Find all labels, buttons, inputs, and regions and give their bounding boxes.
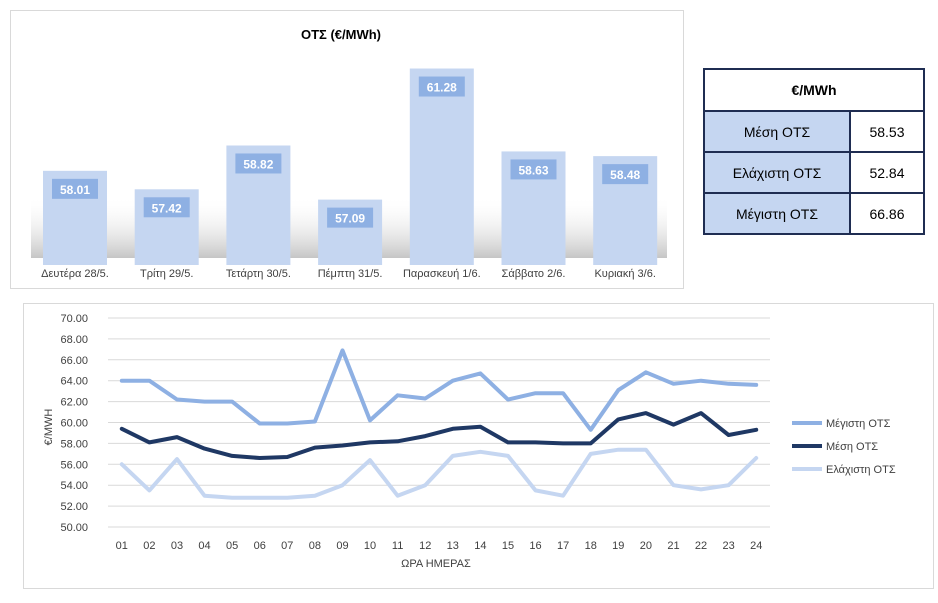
y-tick-label: 66.00	[60, 355, 88, 367]
stats-row-min: Ελάχιστη ΟΤΣ 52.84	[703, 151, 925, 194]
x-tick-label: 08	[309, 540, 321, 552]
bar	[409, 68, 474, 265]
bar-value-label: 58.82	[243, 157, 273, 171]
bar-category-label: Σάββατο 2/6.	[502, 268, 566, 280]
bar-value-label-bg	[143, 197, 190, 218]
chart-title: ΟΤΣ (€/MWh)	[301, 27, 381, 42]
price-stats-table: €/MWh Μέση ΟΤΣ 58.53 Ελάχιστη ΟΤΣ 52.84 …	[703, 68, 925, 235]
y-tick-label: 64.00	[60, 376, 88, 388]
stats-header-row: €/MWh	[703, 68, 925, 112]
x-tick-label: 23	[723, 540, 735, 552]
stats-row-label: Μέγιστη ΟΤΣ	[703, 192, 851, 235]
x-tick-label: 17	[557, 540, 569, 552]
legend-label: Ελάχιστη ΟΤΣ	[826, 464, 896, 476]
x-tick-label: 03	[171, 540, 183, 552]
x-tick-label: 01	[116, 540, 128, 552]
x-tick-label: 06	[254, 540, 266, 552]
x-tick-label: 22	[695, 540, 707, 552]
bar-value-label: 57.09	[335, 212, 365, 226]
weekly-bar-chart: 58.01 Δευτέρα 28/5. 57.42 Τρίτη 29/5. 58.82 Τ…	[31, 20, 667, 280]
bar-value-label-bg	[327, 207, 374, 228]
x-tick-label: 11	[392, 540, 403, 552]
stats-row-max: Μέγιστη ΟΤΣ 66.86	[703, 192, 925, 235]
x-axis-label: ΩΡΑ ΗΜΕΡΑΣ	[401, 558, 471, 570]
x-tick-label: 05	[226, 540, 238, 552]
bar-value-label-bg	[602, 164, 649, 185]
x-tick-label: 21	[667, 540, 679, 552]
weekly-bar-chart-panel: 58.01 Δευτέρα 28/5. 57.42 Τρίτη 29/5. 58.82 Τ…	[10, 10, 684, 289]
bar-value-label: 58.01	[60, 183, 90, 197]
stats-row-value: 52.84	[849, 151, 925, 194]
bar-value-label-bg	[52, 178, 98, 199]
bar-category-label: Πέμπτη 31/5.	[318, 268, 383, 280]
series-line	[119, 348, 759, 432]
stats-row-label: Ελάχιστη ΟΤΣ	[703, 151, 851, 194]
y-tick-label: 70.00	[60, 313, 88, 325]
legend-label: Μέση ΟΤΣ	[826, 441, 878, 453]
bar-value-label: 58.48	[610, 168, 640, 182]
x-tick-label: 09	[336, 540, 348, 552]
y-tick-label: 68.00	[60, 334, 88, 346]
stats-header: €/MWh	[703, 68, 925, 112]
hourly-line-chart-panel: 50.00 52.00 54.00 56.00 58.00 60.00 62.00 64.00…	[23, 303, 934, 589]
x-tick-label: 02	[143, 540, 155, 552]
bar-category-label: Τετάρτη 30/5.	[226, 268, 291, 280]
bar-value-label-bg	[510, 159, 557, 180]
bar-value-label: 58.63	[518, 163, 548, 177]
x-tick-label: 13	[447, 540, 459, 552]
y-tick-label: 60.00	[60, 418, 88, 430]
x-tick-label: 20	[640, 540, 652, 552]
y-tick-label: 58.00	[60, 438, 88, 450]
bar-category-label: Κυριακή 3/6.	[594, 268, 655, 280]
stats-row-mean: Μέση ΟΤΣ 58.53	[703, 110, 925, 153]
y-axis-label: €/MWH	[43, 409, 55, 446]
x-tick-label: 19	[612, 540, 624, 552]
legend-label: Μέγιστη ΟΤΣ	[826, 418, 891, 430]
series-line	[119, 447, 759, 500]
y-tick-label: 50.00	[60, 522, 88, 534]
x-tick-label: 24	[750, 540, 762, 552]
bar-category-label: Δευτέρα 28/5.	[41, 268, 109, 280]
stats-row-value: 58.53	[849, 110, 925, 153]
bar-value-label-bg	[235, 153, 282, 174]
bar-category-label: Παρασκευή 1/6.	[403, 268, 481, 280]
y-tick-label: 62.00	[60, 397, 88, 409]
x-tick-label: 07	[281, 540, 293, 552]
hourly-line-chart: 50.00 52.00 54.00 56.00 58.00 60.00 62.00 64.00…	[43, 313, 896, 570]
x-tick-label: 12	[419, 540, 431, 552]
stats-row-label: Μέση ΟΤΣ	[703, 110, 851, 153]
x-tick-label: 16	[529, 540, 541, 552]
x-tick-label: 04	[198, 540, 210, 552]
series-line	[119, 411, 759, 460]
bar-value-label: 61.28	[427, 81, 457, 95]
stats-row-value: 66.86	[849, 192, 925, 235]
chart-title-box	[283, 20, 399, 48]
y-tick-label: 52.00	[60, 501, 88, 513]
bar-value-label: 57.42	[152, 201, 182, 215]
bar-category-label: Τρίτη 29/5.	[140, 268, 193, 280]
x-tick-label: 18	[585, 540, 597, 552]
y-tick-label: 56.00	[60, 459, 88, 471]
x-tick-label: 15	[502, 540, 514, 552]
x-tick-label: 14	[474, 540, 486, 552]
x-tick-label: 10	[364, 540, 376, 552]
y-tick-label: 54.00	[60, 480, 88, 492]
bar-value-label-bg	[418, 76, 465, 97]
